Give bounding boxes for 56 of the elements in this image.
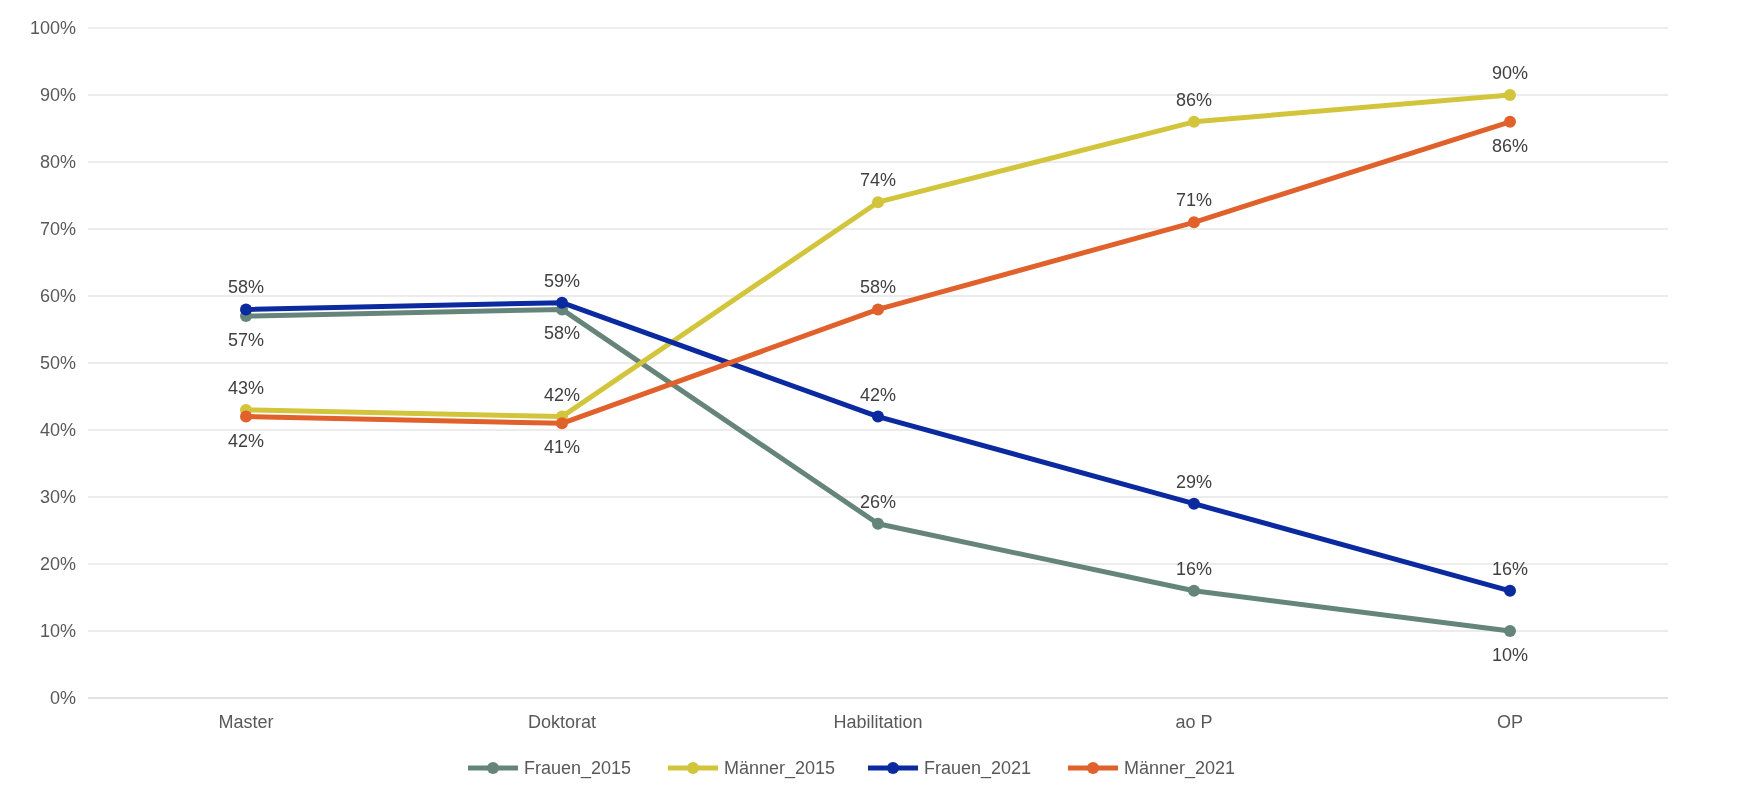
point xyxy=(1188,216,1200,229)
point xyxy=(1504,584,1516,597)
data-label: 59% xyxy=(543,270,581,291)
x-tick-label: Master xyxy=(218,712,274,732)
y-tick-label: 60% xyxy=(39,286,76,307)
x-tick-label: ao P xyxy=(1175,712,1213,732)
point xyxy=(1504,89,1516,101)
point xyxy=(1188,115,1200,128)
data-label: 26% xyxy=(859,491,897,512)
y-tick-label: 70% xyxy=(39,219,76,240)
point xyxy=(872,517,884,530)
y-tick-label: 20% xyxy=(39,554,76,575)
y-tick-label: 10% xyxy=(39,621,76,642)
data-label: 16% xyxy=(1491,558,1529,579)
point xyxy=(240,410,252,423)
point xyxy=(556,417,568,430)
data-label: 58% xyxy=(543,323,581,344)
data-label: 58% xyxy=(859,277,897,298)
x-tick-label: OP xyxy=(1496,712,1524,732)
point xyxy=(240,303,252,316)
data-label: 86% xyxy=(1491,135,1529,156)
y-tick-label: 90% xyxy=(39,85,76,106)
point xyxy=(1504,625,1516,637)
data-label: 86% xyxy=(1175,89,1213,110)
y-tick-label: 40% xyxy=(39,420,76,441)
point xyxy=(1504,115,1516,128)
data-label: 90% xyxy=(1491,63,1529,83)
y-tick-label: 0% xyxy=(49,688,76,709)
data-label: 29% xyxy=(1175,471,1213,492)
y-tick-label: 80% xyxy=(39,152,76,173)
data-label: 42% xyxy=(227,430,265,451)
x-tick-label: Habilitation xyxy=(833,712,923,732)
data-label: 58% xyxy=(227,277,265,298)
data-label: 42% xyxy=(543,384,581,405)
y-tick-label: 50% xyxy=(39,353,76,374)
data-label: 42% xyxy=(859,384,897,405)
point xyxy=(556,296,568,309)
point xyxy=(1188,584,1200,597)
x-tick-label: Doktorat xyxy=(527,712,597,732)
legend-label: Frauen_2021 xyxy=(924,758,1032,780)
legend-label: Frauen_2015 xyxy=(524,758,632,780)
data-label: 16% xyxy=(1175,558,1213,579)
y-tick-label: 30% xyxy=(39,487,76,508)
data-label: 71% xyxy=(1175,190,1213,211)
data-label: 74% xyxy=(859,170,897,191)
data-label: 10% xyxy=(1491,645,1529,665)
data-label: 57% xyxy=(227,330,265,351)
point xyxy=(872,303,884,316)
data-label: 41% xyxy=(543,437,581,458)
point xyxy=(872,196,884,209)
legend-label: Männer_2021 xyxy=(1124,758,1236,780)
point xyxy=(872,410,884,423)
data-label: 43% xyxy=(227,377,265,398)
point xyxy=(1188,497,1200,510)
legend-label: Männer_2015 xyxy=(724,758,836,780)
y-tick-label: 100% xyxy=(29,18,76,39)
